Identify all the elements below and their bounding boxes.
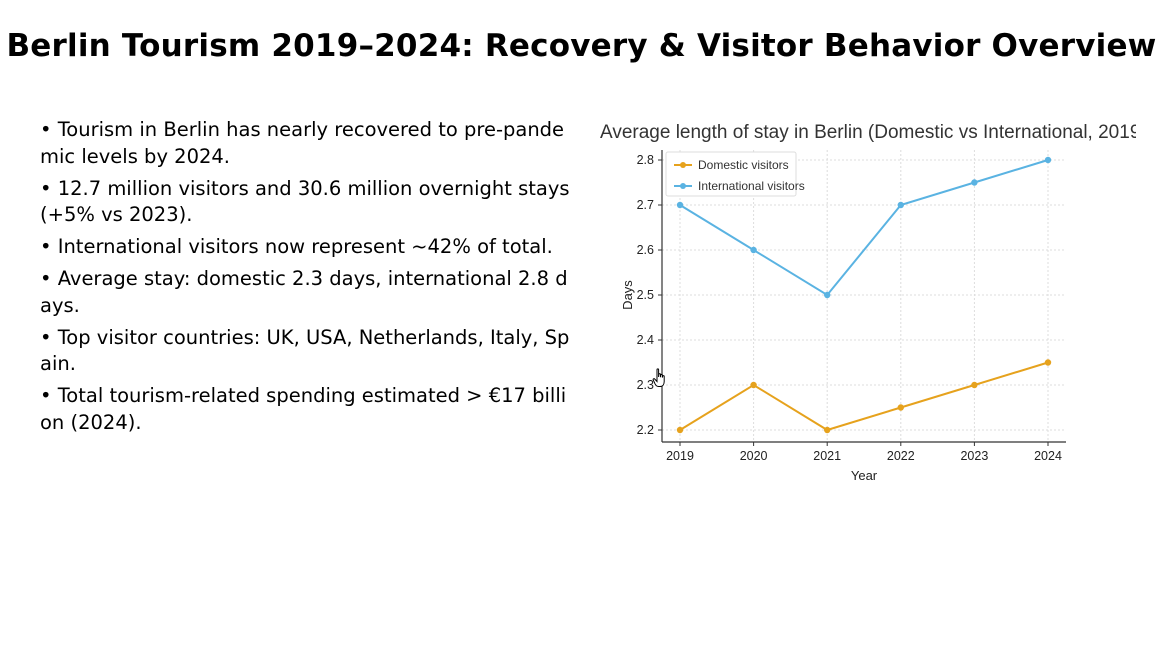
y-tick-label: 2.6	[637, 243, 654, 257]
slide-title: Berlin Tourism 2019–2024: Recovery & Vis…	[6, 28, 1157, 64]
chart-title: Average length of stay in Berlin (Domest…	[600, 122, 1136, 143]
chart-svg: Average length of stay in Berlin (Domest…	[600, 122, 1136, 483]
legend-swatch-marker	[680, 162, 686, 168]
x-tick-label: 2020	[740, 449, 768, 463]
data-point-domestic	[897, 404, 904, 411]
bullet-top-countries: • Top visitor countries: UK, USA, Nether…	[40, 325, 570, 376]
x-tick-label: 2019	[666, 449, 694, 463]
bullet-recovery: • Tourism in Berlin has nearly recovered…	[40, 118, 565, 168]
y-tick-label: 2.5	[637, 288, 654, 302]
series-line-domestic	[679, 361, 1049, 432]
x-tick-label: 2024	[1034, 449, 1062, 463]
data-point-international	[897, 201, 904, 209]
legend-label: International visitors	[698, 179, 805, 193]
data-point-international	[676, 201, 684, 209]
stay-length-chart: Average length of stay in Berlin (Domest…	[596, 112, 1136, 492]
bullet-list: • Tourism in Berlin has nearly recovered…	[40, 117, 572, 442]
data-point-domestic	[1044, 359, 1052, 366]
data-point-domestic	[971, 381, 978, 389]
x-tick-label: 2023	[960, 449, 988, 463]
bullet-international-share: • International visitors now represent ~…	[40, 235, 553, 258]
x-axis-label: Year	[851, 468, 878, 483]
x-tick-label: 2022	[887, 449, 915, 463]
y-tick-label: 2.4	[637, 333, 654, 347]
series-line-international	[679, 159, 1049, 297]
y-tick-label: 2.8	[637, 153, 654, 167]
legend-swatch-marker	[680, 183, 686, 189]
y-tick-label: 2.7	[637, 198, 654, 212]
chart-series	[676, 156, 1052, 434]
data-point-international	[1044, 156, 1052, 164]
x-tick-label: 2021	[813, 449, 841, 463]
legend-box	[665, 151, 797, 197]
bullet-visitors: • 12.7 million visitors and 30.6 million…	[40, 176, 570, 227]
chart-axes: 2.2 2.3 2.4 2.5 2.6 2.7 2.8 2019 2020 2021 2022 202…	[620, 150, 1066, 483]
bullet-spending: • Total tourism-related spending estimat…	[40, 384, 567, 434]
y-axis-label: Days	[620, 280, 635, 310]
legend-label: Domestic visitors	[698, 158, 789, 172]
data-point-international	[971, 179, 978, 186]
hand-pointer-icon	[652, 368, 665, 387]
data-point-domestic	[676, 426, 684, 434]
bullet-average-stay: • Average stay: domestic 2.3 days, inter…	[40, 267, 568, 317]
data-point-international	[824, 291, 831, 299]
data-point-domestic	[824, 426, 831, 434]
chart-grid	[662, 150, 1066, 442]
data-point-international	[750, 246, 757, 254]
chart-legend: Domestic visitors International visitors	[665, 151, 805, 197]
data-point-domestic	[750, 381, 757, 389]
y-tick-label: 2.3	[637, 378, 654, 392]
y-tick-label: 2.2	[637, 423, 654, 437]
